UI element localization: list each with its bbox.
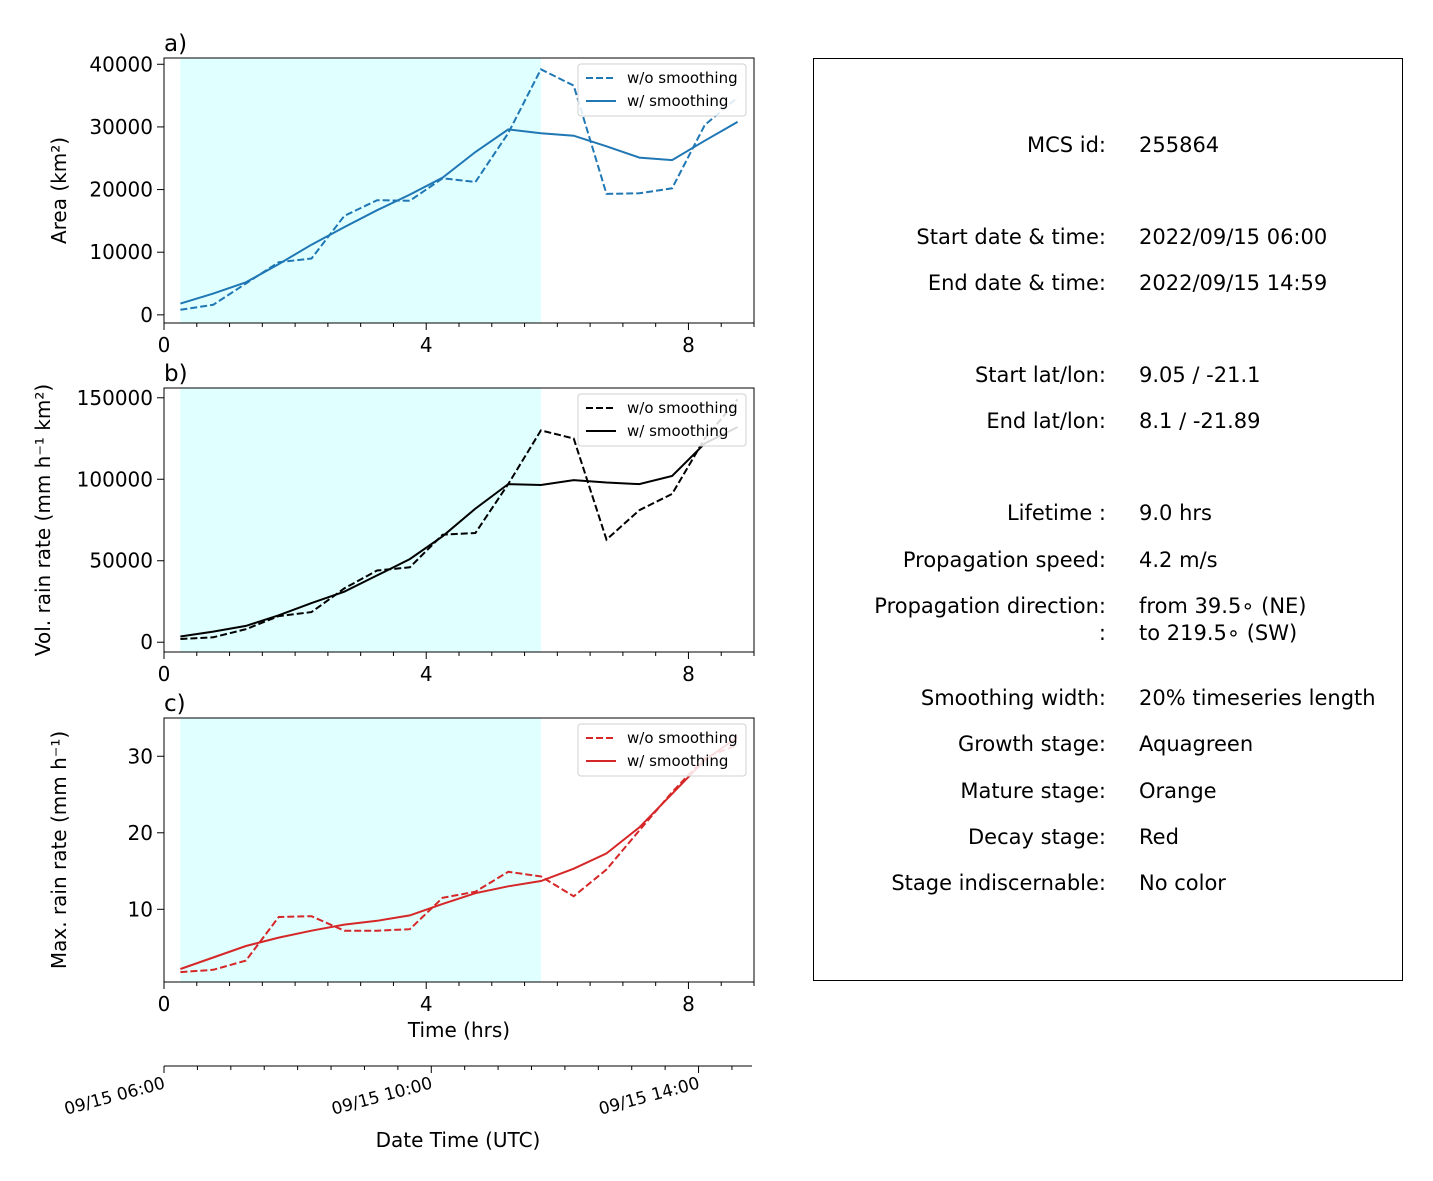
y-axis-label: Area (km²): [47, 137, 71, 244]
series-line-unsmoothed: [180, 743, 738, 974]
info-label: Mature stage:: [960, 779, 1106, 803]
panel-label: b): [164, 361, 188, 387]
info-label: Smoothing width:: [920, 686, 1106, 710]
info-label: :: [1098, 621, 1106, 645]
info-value: 255864: [1139, 133, 1220, 157]
series-line-smoothed: [180, 736, 739, 970]
info-label: Start date & time:: [916, 225, 1106, 249]
info-value: 2022/09/15 14:59: [1139, 271, 1328, 295]
info-value: 9.05 / -21.1: [1139, 363, 1261, 387]
info-value: Aquagreen: [1139, 732, 1254, 756]
panel-label: c): [164, 691, 186, 717]
legend: [577, 63, 747, 117]
legend-label: w/ smoothing: [627, 92, 728, 110]
panel-1: 0 10000 20000 30000 40000 0 4 8 a) Area (km²) w/o …: [47, 31, 755, 357]
info-label: End lat/lon:: [986, 409, 1106, 433]
x-axis-label: Time (hrs): [407, 1018, 510, 1042]
info-value: 8.1 / -21.89: [1139, 409, 1261, 433]
growth-stage-shading: [180, 718, 541, 982]
panel-2: 0 50000 100000 150000 0 4 8 b) Vol. rain rate (m…: [31, 361, 755, 686]
legend-label: w/o smoothing: [627, 729, 738, 747]
info-label: MCS id:: [1026, 133, 1106, 157]
panel-label: a): [164, 31, 187, 57]
x-tick-label: 0: [158, 992, 171, 1016]
legend: [577, 393, 747, 447]
info-label: Lifetime :: [1006, 501, 1106, 525]
mcs-info-panel: MCS id: 255864 Start date & time: 2022/09/…: [813, 58, 1403, 981]
datetime-tick-label: 09/15 06:00: [62, 1074, 167, 1120]
info-value: from 39.5∘ (NE): [1139, 594, 1307, 618]
x-tick-label: 4: [420, 662, 433, 686]
x-tick-label: 4: [420, 333, 433, 357]
x-tick-label: 8: [682, 662, 695, 686]
y-tick-label: 50000: [89, 549, 153, 573]
info-label: Growth stage:: [957, 732, 1106, 756]
info-label: Decay stage:: [968, 825, 1106, 849]
info-label: Propagation speed:: [902, 548, 1106, 572]
x-tick-label: 0: [158, 662, 171, 686]
y-tick-label: 30000: [89, 115, 153, 139]
info-label: Propagation direction:: [874, 594, 1106, 618]
info-value: 4.2 m/s: [1139, 548, 1218, 572]
legend-label: w/o smoothing: [627, 69, 738, 87]
legend: [577, 723, 747, 777]
y-tick-label: 0: [140, 303, 153, 327]
info-value: 2022/09/15 06:00: [1139, 225, 1328, 249]
y-tick-label: 0: [140, 630, 153, 654]
info-label: End date & time:: [927, 271, 1106, 295]
series-line-unsmoothed: [180, 398, 739, 640]
y-tick-label: 30: [128, 744, 153, 768]
datetime-axis-label: Date Time (UTC): [376, 1128, 541, 1152]
growth-stage-shading: [180, 388, 541, 652]
y-tick-label: 10000: [89, 240, 153, 264]
info-label: Start lat/lon:: [974, 363, 1106, 387]
x-tick-label: 8: [682, 992, 695, 1016]
series-line-unsmoothed: [180, 67, 739, 311]
x-tick-label: 4: [420, 992, 433, 1016]
info-value: 9.0 hrs: [1139, 501, 1212, 525]
legend-label: w/ smoothing: [627, 752, 728, 770]
info-value: No color: [1139, 871, 1226, 895]
info-value: 20% timeseries length: [1139, 686, 1376, 710]
x-tick-label: 0: [158, 333, 171, 357]
y-tick-label: 150000: [77, 386, 153, 410]
datetime-tick-label: 09/15 10:00: [330, 1074, 435, 1120]
y-tick-label: 40000: [89, 52, 153, 76]
y-tick-label: 20000: [89, 178, 153, 202]
legend-label: w/ smoothing: [627, 422, 728, 440]
series-line-smoothed: [180, 121, 739, 305]
datetime-tick-label: 09/15 14:00: [597, 1074, 702, 1120]
legend-label: w/o smoothing: [627, 399, 738, 417]
y-tick-label: 100000: [77, 467, 153, 491]
x-tick-label: 8: [682, 333, 695, 357]
info-value: to 219.5∘ (SW): [1139, 621, 1298, 645]
y-tick-label: 20: [128, 821, 153, 845]
info-label: Stage indiscernable:: [891, 871, 1106, 895]
y-axis-label: Max. rain rate (mm h⁻¹): [47, 731, 71, 969]
info-value: Orange: [1139, 779, 1217, 803]
growth-stage-shading: [180, 58, 541, 323]
datetime-axis: 09/15 06:00 09/15 10:00 09/15 14:00 Date Ti…: [62, 1065, 752, 1152]
y-tick-label: 10: [128, 897, 153, 921]
panel-3: 10 20 30 0 4 8 c) Max. rain rate (mm h⁻¹) w/o sm…: [47, 691, 755, 1016]
series-line-smoothed: [180, 426, 739, 638]
info-value: Red: [1139, 825, 1179, 849]
y-axis-label: Vol. rain rate (mm h⁻¹ km²): [31, 384, 55, 656]
